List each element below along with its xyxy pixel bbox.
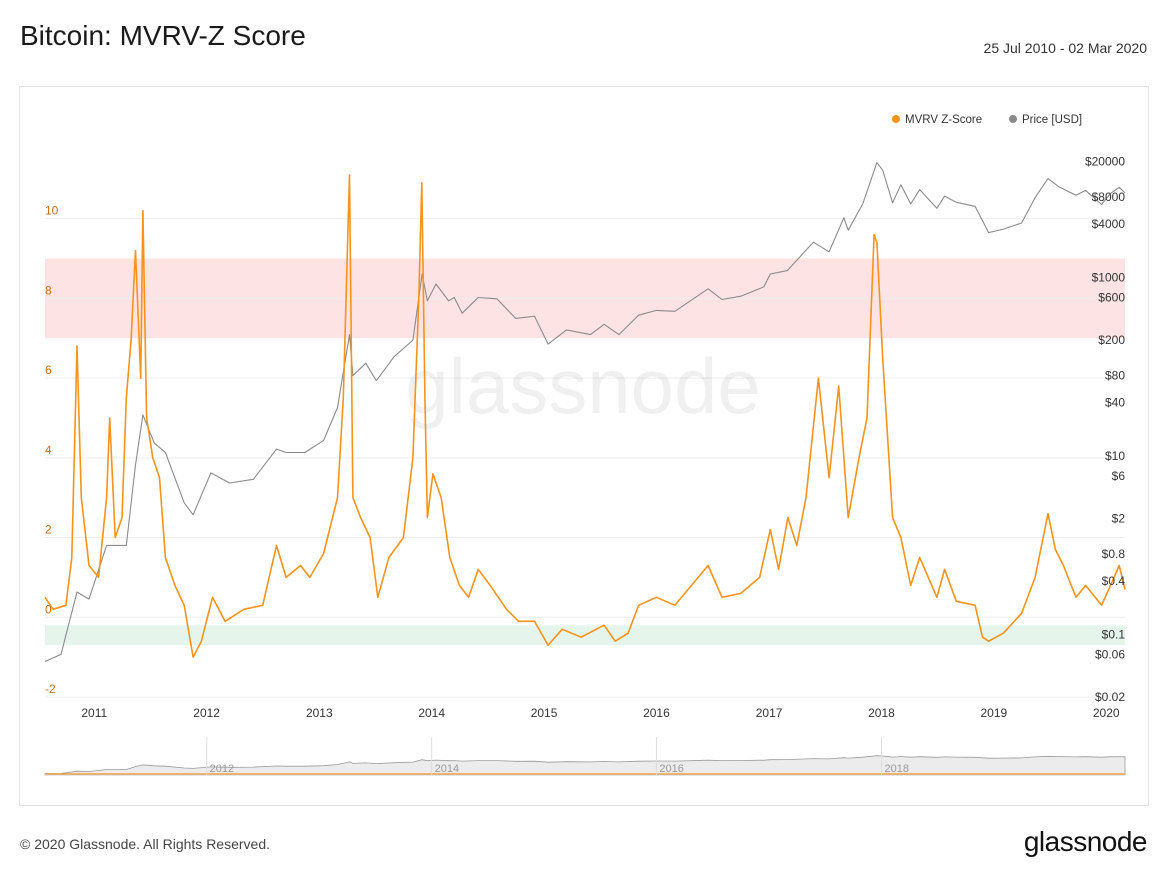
x-tick-label: 2020	[1093, 706, 1120, 720]
left-tick-label: 2	[45, 523, 52, 537]
navigator-tick-label: 2018	[884, 763, 908, 775]
watermark: glassnode	[405, 342, 761, 430]
right-tick-label: $40	[1105, 395, 1125, 409]
right-tick-label: $0.06	[1095, 647, 1125, 661]
left-tick-label: 0	[45, 602, 52, 616]
right-tick-label: $200	[1098, 333, 1125, 347]
right-tick-label: $0.02	[1095, 690, 1125, 704]
left-tick-label: 6	[45, 363, 52, 377]
right-tick-label: $0.4	[1102, 574, 1126, 588]
legend-marker-mvrv	[892, 115, 900, 123]
glassnode-logo: glassnode	[1023, 826, 1148, 857]
right-tick-label: $10	[1105, 449, 1125, 463]
mvrv-line	[44, 174, 1126, 658]
x-tick-label: 2016	[643, 706, 670, 720]
legend-marker-price	[1009, 115, 1017, 123]
right-axis: $20000 $8000 $4000 $1000 $600 $200 $80 $40 $10 $6…	[1085, 155, 1125, 704]
x-tick-label: 2019	[980, 706, 1007, 720]
left-tick-label: 4	[45, 443, 52, 457]
legend-label-price[interactable]: Price [USD]	[1022, 114, 1082, 126]
right-tick-label: $2	[1112, 512, 1126, 526]
date-range[interactable]: 25 Jul 2010 - 02 Mar 2020	[983, 40, 1147, 56]
right-tick-label: $20000	[1085, 155, 1125, 169]
zone-bands	[45, 258, 1125, 646]
page-title: Bitcoin: MVRV-Z Score	[20, 20, 306, 51]
legend[interactable]: MVRV Z-Score Price [USD]	[892, 114, 1082, 126]
right-tick-label: $1000	[1092, 271, 1126, 285]
x-tick-label: 2013	[306, 706, 333, 720]
chart-frame: glassnode 10 8 6 4 2 0 -2 $20000 $8000 $4000 $100…	[19, 86, 1149, 806]
right-tick-label: $0.8	[1102, 547, 1126, 561]
copyright-text: © 2020 Glassnode. All Rights Reserved.	[20, 836, 271, 852]
right-tick-label: $80	[1105, 369, 1125, 383]
left-axis: 10 8 6 4 2 0 -2	[45, 204, 59, 696]
price-line	[44, 162, 1126, 663]
right-tick-label: $600	[1098, 290, 1125, 304]
navigator-tick-label: 2014	[435, 763, 459, 775]
gridlines	[45, 218, 1125, 698]
price-series	[44, 162, 1126, 663]
right-tick-label: $8000	[1092, 190, 1126, 204]
right-tick-label: $4000	[1092, 217, 1126, 231]
legend-label-mvrv[interactable]: MVRV Z-Score	[905, 114, 982, 126]
x-tick-label: 2015	[531, 706, 558, 720]
left-tick-label: -2	[45, 682, 56, 696]
navigator-price-area	[44, 755, 1126, 776]
left-tick-label: 8	[45, 283, 52, 297]
range-navigator[interactable]: 2012 2014 2016 2018	[44, 737, 1126, 776]
mvrv-chart[interactable]: glassnode 10 8 6 4 2 0 -2 $20000 $8000 $4000 $100…	[20, 87, 1148, 805]
x-tick-label: 2012	[193, 706, 220, 720]
right-tick-label: $6	[1112, 469, 1126, 483]
x-axis: 2011 2012 2013 2014 2015 2016 2017 2018 2019 2020	[81, 706, 1120, 720]
navigator-tick-label: 2012	[210, 763, 234, 775]
x-tick-label: 2018	[868, 706, 895, 720]
x-tick-label: 2011	[81, 706, 107, 720]
right-tick-label: $0.1	[1102, 628, 1126, 642]
navigator-tick-label: 2016	[659, 763, 683, 775]
x-tick-label: 2017	[756, 706, 783, 720]
left-tick-label: 10	[45, 204, 59, 218]
mvrv-series	[44, 174, 1126, 658]
x-tick-label: 2014	[418, 706, 445, 720]
